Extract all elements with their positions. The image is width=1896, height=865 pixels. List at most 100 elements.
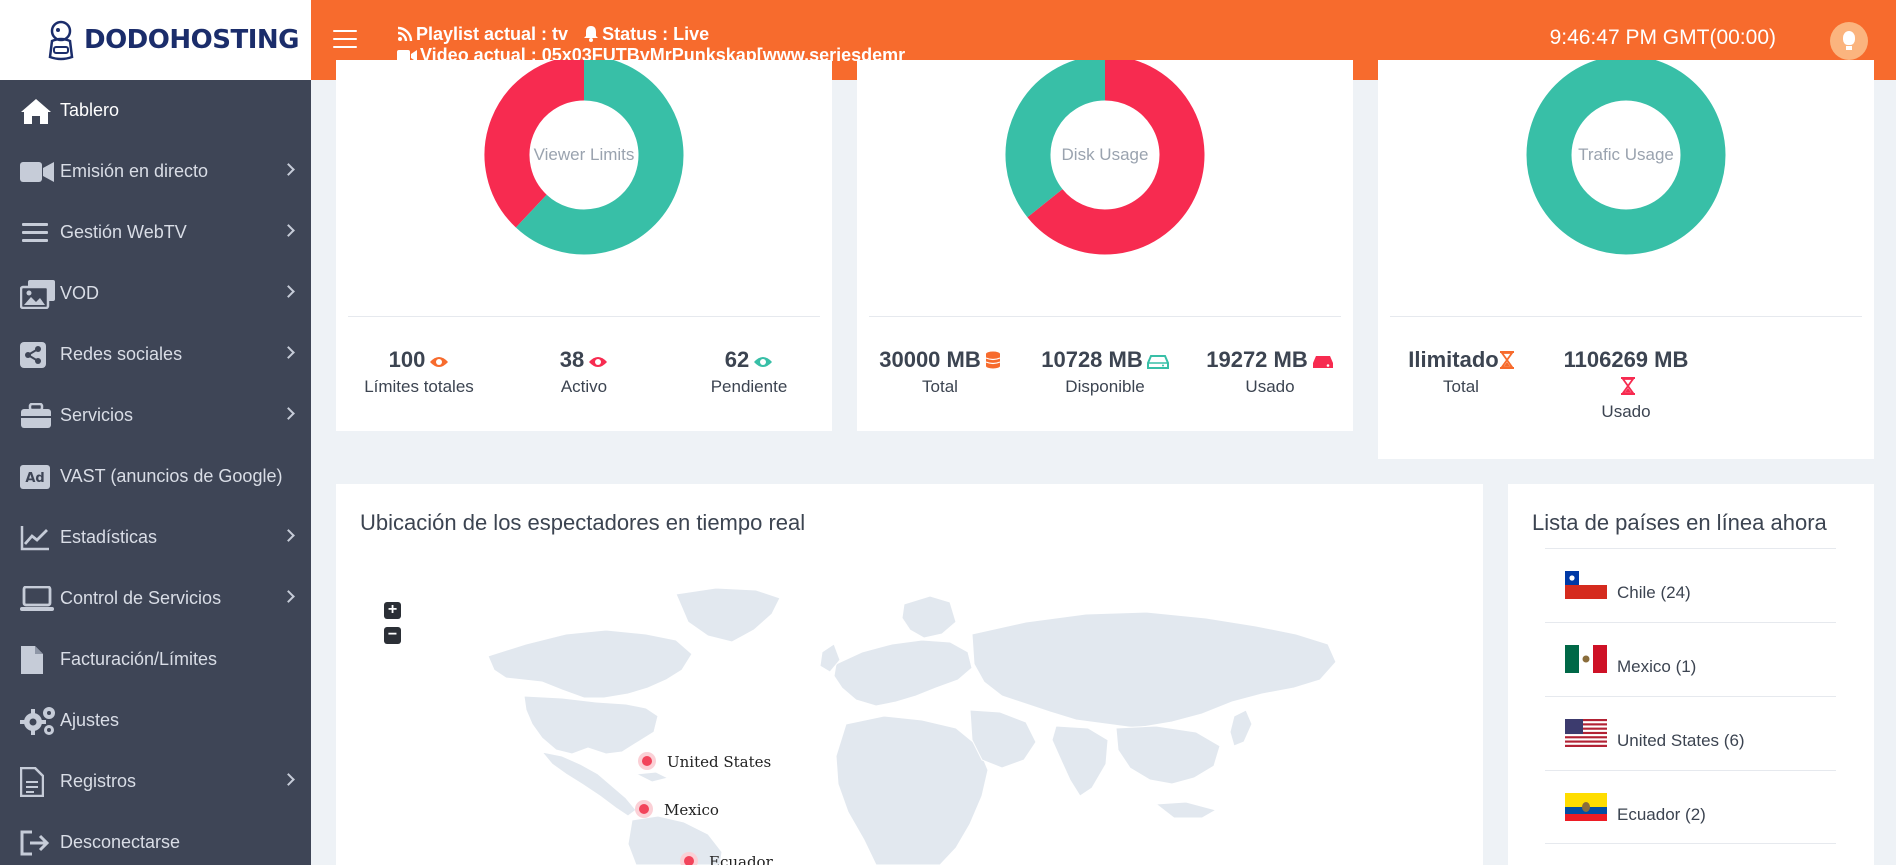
stat-label: Usado bbox=[1245, 377, 1295, 396]
chevron-right-icon bbox=[282, 224, 295, 237]
sidebar-item-label: Emisión en directo bbox=[60, 161, 209, 181]
sidebar-item-label: Estadísticas bbox=[60, 527, 158, 547]
stat-disk-used: 19272 MB Usado bbox=[1190, 347, 1350, 397]
stat-value: 38 bbox=[559, 347, 585, 372]
map-marker[interactable] bbox=[680, 852, 698, 865]
sidebar-item-label: Registros bbox=[60, 771, 137, 791]
sidebar-item-label: Gestión WebTV bbox=[60, 222, 187, 242]
menu-toggle-icon[interactable] bbox=[333, 30, 357, 50]
brand-logo[interactable]: DODOHOSTING bbox=[0, 0, 311, 80]
card-divider bbox=[869, 316, 1341, 317]
video-camera-small-icon bbox=[397, 50, 417, 62]
sidebar-item-control[interactable]: Control de Servicios bbox=[0, 568, 311, 629]
database-icon bbox=[985, 351, 1000, 369]
traffic-usage-label: Trafic Usage bbox=[1578, 145, 1674, 164]
world-map[interactable] bbox=[336, 484, 1483, 865]
map-marker[interactable] bbox=[638, 752, 656, 770]
playlist-text: Playlist actual : tv bbox=[416, 24, 569, 44]
briefcase-icon bbox=[20, 401, 60, 431]
donut-slice-used bbox=[1027, 60, 1205, 255]
sidebar-item-label: VOD bbox=[60, 283, 100, 303]
hdd-icon bbox=[1146, 355, 1169, 369]
hdd-icon bbox=[1312, 356, 1333, 368]
sidebar-item-ajustes[interactable]: Ajustes bbox=[0, 690, 311, 751]
donut-slice-pending bbox=[515, 60, 684, 255]
sidebar-item-facturacion[interactable]: Facturación/Límites bbox=[0, 629, 311, 690]
hourglass-icon bbox=[1621, 377, 1635, 395]
mexico-flag-icon bbox=[1565, 645, 1607, 673]
stat-total-limits: 100 Límites totales bbox=[339, 347, 499, 397]
stat-traffic-total: Ilimitado Total bbox=[1381, 347, 1541, 397]
countries-list-title: Lista de países en línea ahora bbox=[1532, 510, 1827, 535]
sidebar-item-label: Tablero bbox=[60, 100, 120, 120]
card-divider bbox=[348, 316, 820, 317]
ad-icon: Ad bbox=[20, 462, 60, 492]
sidebar-item-vod[interactable]: VOD bbox=[0, 263, 311, 324]
map-title: Ubicación de los espectadores en tiempo … bbox=[360, 510, 806, 535]
stat-value: Ilimitado bbox=[1408, 347, 1499, 372]
list-item[interactable]: United States (6) bbox=[1545, 696, 1836, 770]
viewer-limits-label: Viewer Limits bbox=[533, 145, 635, 164]
sidebar-item-emision[interactable]: Emisión en directo bbox=[0, 141, 311, 202]
dodo-mascot-icon bbox=[48, 20, 74, 61]
ecuador-flag-icon bbox=[1565, 793, 1607, 821]
eye-icon bbox=[589, 357, 608, 367]
stat-label: Usado bbox=[1601, 402, 1651, 421]
sidebar-item-redes[interactable]: Redes sociales bbox=[0, 324, 311, 385]
laptop-icon bbox=[20, 584, 60, 614]
map-marker-label: United States bbox=[667, 753, 772, 771]
sidebar-item-gestion-webtv[interactable]: Gestión WebTV bbox=[0, 202, 311, 263]
donut-slice-used bbox=[1526, 60, 1726, 255]
map-marker-label: Mexico bbox=[664, 801, 719, 819]
map-marker[interactable] bbox=[635, 800, 653, 818]
stat-active: 38 Activo bbox=[504, 347, 664, 397]
stat-value: 62 bbox=[724, 347, 750, 372]
sidebar-item-desconectarse[interactable]: Desconectarse bbox=[0, 812, 311, 865]
sidebar-item-label: VAST (anuncios de Google) bbox=[60, 466, 283, 486]
sidebar-item-registros[interactable]: Registros bbox=[0, 751, 311, 812]
list-item[interactable]: Chile (24) bbox=[1545, 548, 1836, 622]
lightbulb-icon[interactable] bbox=[1830, 22, 1868, 60]
sidebar-item-estadisticas[interactable]: Estadísticas bbox=[0, 507, 311, 568]
country-name: Ecuador (2) bbox=[1617, 805, 1706, 824]
stat-label: Total bbox=[1443, 377, 1479, 396]
country-name: Mexico (1) bbox=[1617, 657, 1697, 676]
stat-label: Límites totales bbox=[364, 377, 474, 396]
chevron-right-icon bbox=[282, 529, 295, 542]
stat-pending: 62 Pendiente bbox=[669, 347, 829, 397]
stat-disk-total: 30000 MB Total bbox=[860, 347, 1020, 397]
chevron-right-icon bbox=[282, 590, 295, 603]
stat-value: 30000 MB bbox=[879, 347, 981, 372]
chile-flag-icon bbox=[1565, 571, 1607, 599]
brand-name: DODOHOSTING bbox=[84, 25, 299, 55]
chevron-right-icon bbox=[282, 773, 295, 786]
stat-value: 19272 MB bbox=[1206, 347, 1308, 372]
donut-slice-active bbox=[484, 60, 585, 228]
list-item[interactable]: Ecuador (2) bbox=[1545, 770, 1836, 844]
viewer-limits-donut bbox=[484, 60, 684, 255]
sidebar-item-label: Facturación/Límites bbox=[60, 649, 218, 669]
stat-label: Pendiente bbox=[710, 377, 788, 396]
stat-value: 100 bbox=[388, 347, 426, 372]
chevron-right-icon bbox=[282, 346, 295, 359]
chevron-right-icon bbox=[282, 407, 295, 420]
chevron-right-icon bbox=[282, 285, 295, 298]
images-icon bbox=[20, 279, 60, 309]
stat-disk-available: 10728 MB Disponible bbox=[1025, 347, 1185, 397]
hourglass-icon bbox=[1499, 351, 1514, 369]
sidebar-item-servicios[interactable]: Servicios bbox=[0, 385, 311, 446]
sidebar-item-tablero[interactable]: Tablero bbox=[0, 80, 311, 141]
live-status-text: Status : Live bbox=[602, 24, 710, 44]
sidebar-item-vast[interactable]: Ad VAST (anuncios de Google) bbox=[0, 446, 311, 507]
stat-label: Total bbox=[922, 377, 958, 396]
home-icon bbox=[20, 96, 60, 126]
zoom-in-button[interactable]: + bbox=[384, 602, 401, 619]
playlist-status: Playlist actual : tv Status : Live bbox=[397, 24, 709, 45]
chart-line-icon bbox=[20, 523, 60, 553]
rss-icon bbox=[397, 26, 413, 42]
sidebar: Tablero Emisión en directo Gestión WebTV… bbox=[0, 80, 311, 865]
sidebar-item-label: Redes sociales bbox=[60, 344, 183, 364]
zoom-out-button[interactable]: − bbox=[384, 627, 401, 644]
list-item[interactable]: Mexico (1) bbox=[1545, 622, 1836, 696]
disk-usage-card: Disk Usage 30000 MB Total 10728 MB Dispo… bbox=[857, 60, 1353, 431]
